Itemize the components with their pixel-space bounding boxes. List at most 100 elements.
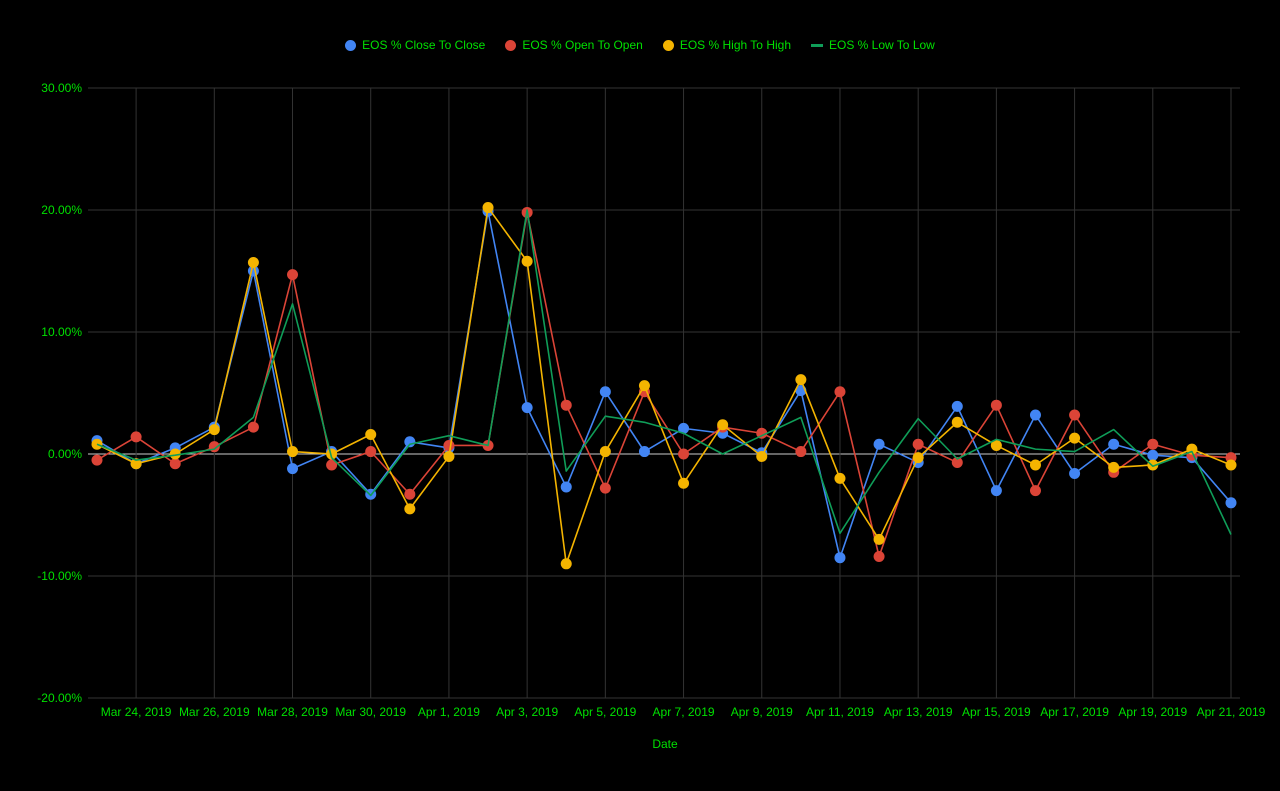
- data-point: [1069, 409, 1081, 421]
- x-tick-label: Mar 28, 2019: [257, 705, 328, 719]
- data-point: [912, 438, 924, 450]
- series-line: [96, 209, 1232, 535]
- x-tick-label: Apr 21, 2019: [1197, 705, 1266, 719]
- legend-item-3: EOS % High To High: [662, 38, 791, 52]
- data-point: [130, 431, 142, 443]
- x-tick-label: Apr 3, 2019: [496, 705, 558, 719]
- data-point: [247, 421, 259, 433]
- grid-layer: [88, 87, 1240, 699]
- data-point: [951, 400, 963, 412]
- data-point: [1225, 497, 1237, 509]
- data-point: [326, 448, 338, 460]
- data-point: [365, 428, 377, 440]
- data-point: [443, 439, 455, 451]
- legend-item-1: EOS % Close To Close: [345, 38, 485, 52]
- data-point: [990, 399, 1002, 411]
- series-4: [96, 209, 1232, 535]
- x-tick-label: Apr 9, 2019: [731, 705, 793, 719]
- x-tick-label: Apr 19, 2019: [1118, 705, 1187, 719]
- data-point: [951, 457, 963, 469]
- y-tick-label: 0.00%: [48, 447, 82, 461]
- data-point: [951, 416, 963, 428]
- data-point: [404, 503, 416, 515]
- legend-label: EOS % Close To Close: [362, 38, 486, 52]
- y-tick-label: 20.00%: [41, 203, 82, 217]
- x-axis-tick-labels: Mar 24, 2019 Mar 26, 2019 Mar 28, 2019 Mar …: [101, 705, 1266, 719]
- data-point: [1029, 409, 1041, 421]
- data-point: [482, 202, 494, 214]
- data-point: [521, 402, 533, 414]
- x-tick-label: Apr 1, 2019: [418, 705, 480, 719]
- legend-swatch: [345, 39, 357, 51]
- legend-item-4: EOS % Low To Low: [811, 38, 935, 52]
- data-point: [678, 477, 690, 489]
- series-3: [91, 202, 1237, 570]
- data-point: [873, 533, 885, 545]
- x-tick-label: Apr 13, 2019: [884, 705, 953, 719]
- series-line: [96, 211, 1232, 558]
- data-point: [443, 450, 455, 462]
- data-point: [756, 450, 768, 462]
- data-point: [287, 446, 299, 458]
- data-point: [834, 472, 846, 484]
- data-point: [1108, 461, 1120, 473]
- data-point: [834, 552, 846, 564]
- data-point: [326, 459, 338, 471]
- data-point: [795, 374, 807, 386]
- series-line: [96, 210, 1232, 559]
- legend-swatch: [662, 39, 674, 51]
- x-tick-label: Apr 5, 2019: [574, 705, 636, 719]
- data-point: [287, 269, 299, 281]
- data-point: [638, 446, 650, 458]
- data-point: [169, 458, 181, 470]
- x-tick-label: Apr 7, 2019: [653, 705, 715, 719]
- data-point: [717, 419, 729, 431]
- data-point: [91, 454, 103, 466]
- data-point: [873, 550, 885, 562]
- data-point: [521, 255, 533, 267]
- y-tick-label: 30.00%: [41, 81, 82, 95]
- data-point: [404, 488, 416, 500]
- data-point: [873, 438, 885, 450]
- data-point: [678, 448, 690, 460]
- data-point: [1108, 438, 1120, 450]
- data-point: [1069, 468, 1081, 480]
- x-tick-label: Mar 26, 2019: [179, 705, 250, 719]
- data-point: [208, 424, 220, 436]
- legend-label: EOS % High To High: [679, 38, 791, 52]
- chart-legend: EOS % Close To Close EOS % Open To Open EO…: [0, 38, 1280, 52]
- series-layer: [91, 202, 1237, 570]
- x-tick-label: Mar 24, 2019: [101, 705, 172, 719]
- series-2: [91, 206, 1237, 562]
- data-point: [599, 386, 611, 398]
- data-point: [1147, 449, 1159, 461]
- data-point: [560, 558, 572, 570]
- data-point: [247, 256, 259, 268]
- legend-label: EOS % Open To Open: [522, 38, 643, 52]
- data-point: [756, 427, 768, 439]
- x-tick-label: Apr 17, 2019: [1040, 705, 1109, 719]
- data-point: [560, 399, 572, 411]
- y-tick-label: -20.00%: [37, 691, 82, 705]
- legend-item-2: EOS % Open To Open: [505, 38, 643, 52]
- legend-swatch: [811, 43, 823, 47]
- data-point: [599, 482, 611, 494]
- data-point: [795, 446, 807, 458]
- x-tick-label: Mar 30, 2019: [335, 705, 406, 719]
- x-tick-label: Apr 15, 2019: [962, 705, 1031, 719]
- data-point: [560, 481, 572, 493]
- data-point: [638, 380, 650, 392]
- data-point: [1069, 432, 1081, 444]
- data-point: [1147, 438, 1159, 450]
- data-point: [678, 422, 690, 434]
- data-point: [404, 436, 416, 448]
- x-axis-title: Date: [652, 737, 678, 751]
- data-point: [1225, 459, 1237, 471]
- series-line: [96, 206, 1232, 565]
- data-point: [912, 452, 924, 464]
- data-point: [834, 386, 846, 398]
- data-point: [365, 446, 377, 458]
- data-point: [169, 448, 181, 460]
- y-tick-label: 10.00%: [41, 325, 82, 339]
